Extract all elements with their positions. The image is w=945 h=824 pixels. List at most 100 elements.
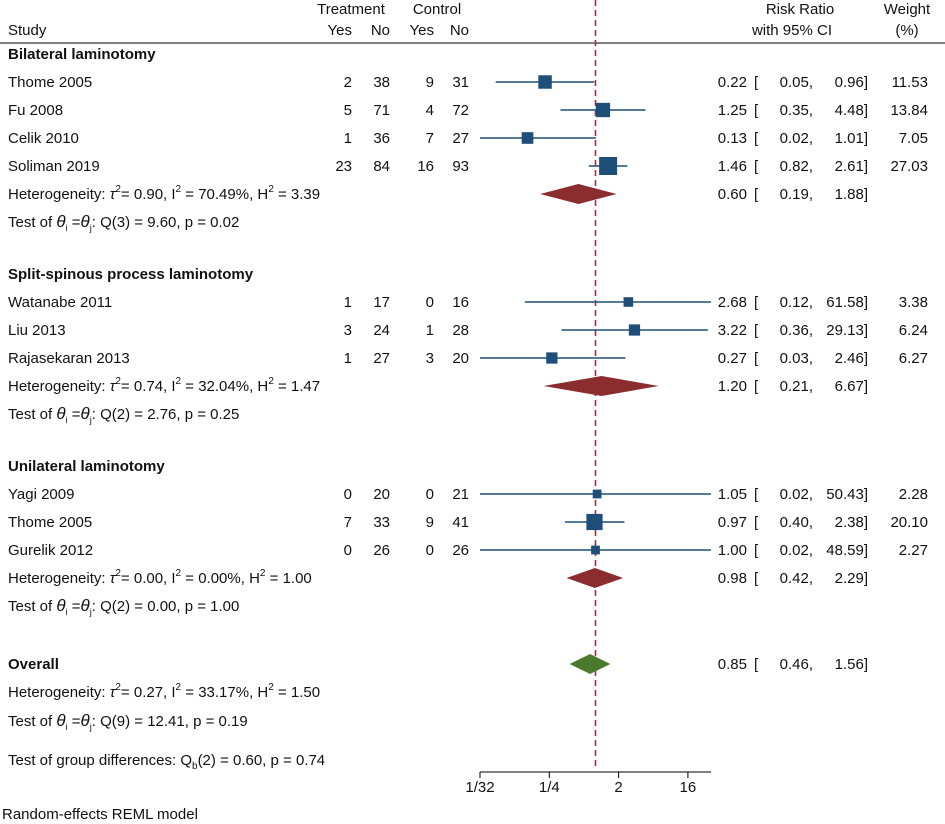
group-1-theta-i: θ [56,212,66,231]
group-3-study-1-control-no: 21 [452,486,469,503]
group-1-het-i2: = 70.49%, H [181,186,268,203]
header-ci: with 95% CI [751,22,832,39]
group-2-study-3-rr-value: 0.27 [718,350,747,367]
group-2-study-2-control-no: 28 [452,322,469,339]
overall-theta-j: θ [81,711,91,730]
group-1-pooled-ci-open: [ [754,186,759,203]
group-3-eq: = [68,598,81,615]
header-weight-unit: (%) [895,22,918,39]
group-1-study-4-ci-lower: 0.82, [780,158,813,175]
group-2-het-i2: = 32.04%, H [181,378,268,395]
group-2-study-1-ci-lower: 0.12, [780,294,813,311]
group-2-study-1-point-marker [623,297,634,307]
group-1-study-3-name: Celik 2010 [8,130,79,147]
overall-tau-sup: 2 [115,682,121,693]
group-3-study-2-name: Thome 2005 [8,514,92,531]
group-2-study-3-weight: 6.27 [899,350,928,367]
group-1-study-3-ci-lower: 0.02, [780,130,813,147]
group-2-eq: = [68,406,81,423]
group-1-study-1-weight: 11.53 [892,74,928,91]
group-1-study-2-point-marker [595,102,611,118]
x-tick-label-4: 16 [680,779,697,796]
group-1-study-2-treatment-no: 71 [373,102,390,119]
overall-i2-sup: 2 [176,682,182,693]
group-3-study-1-point-marker [592,489,602,499]
group-2-h2-sup: 2 [268,376,274,387]
x-tick-label-3: 2 [614,779,622,796]
overall-het-i2: = 33.17%, H [181,684,268,701]
group-2-study-3-name: Rajasekaran 2013 [8,350,130,367]
group-1-study-1-point-marker [538,75,552,89]
group-1-study-4-ci-upper: 2.61] [835,158,868,175]
group-3-study-1-ci-open: [ [754,486,759,503]
group-1-study-4-ci-open: [ [754,158,759,175]
group-1-study-1-control-no: 31 [452,74,469,91]
group-1-title: Bilateral laminotomy [8,46,156,63]
header-risk-ratio: Risk Ratio [766,1,834,18]
group-test-stat: (2) = 0.60, p = 0.74 [198,752,326,769]
group-3-pooled-ci-open: [ [754,570,759,587]
group-2-study-1-control-yes: 0 [426,294,434,311]
overall-sub-j: j [89,722,92,732]
group-1-study-1-treatment-no: 38 [373,74,390,91]
group-3-study-3-ci-open: [ [754,542,759,559]
group-1-tau: τ [110,186,117,203]
group-2-title: Split-spinous process laminotomy [8,266,254,283]
group-1-study-4-control-yes: 16 [417,158,434,175]
group-1-study-1-ci-lower: 0.05, [780,74,813,91]
group-3-sub-j: j [89,607,92,617]
group-2-study-2-ci-lower: 0.36, [780,322,813,339]
group-2-study-2-name: Liu 2013 [8,322,66,339]
group-1-study-1-control-yes: 9 [426,74,434,91]
group-2-study-1-name: Watanabe 2011 [8,294,112,311]
group-2-study-2-ci-open: [ [754,322,759,339]
overall-h2-sup: 2 [268,682,274,693]
group-1-study-1-name: Thome 2005 [8,74,92,91]
group-3-study-2-treatment-no: 33 [373,514,390,531]
group-3-test: Test of θi =θj: Q(2) = 0.00, p = 1.00 [8,596,239,617]
group-3-study-2-control-yes: 9 [426,514,434,531]
footnote-model: Random-effects REML model [2,806,198,823]
group-2-study-1-treatment-no: 17 [373,294,390,311]
group-1-study-2-rr-value: 1.25 [718,102,747,119]
group-3-study-1-treatment-no: 20 [373,486,390,503]
group-1-study-1-rr-value: 0.22 [718,74,747,91]
group-2-pooled-ci-lower: 0.21, [780,378,813,395]
group-1-study-4-rr-value: 1.46 [718,158,747,175]
group-3-title: Unilateral laminotomy [8,458,165,475]
group-2-sub-i: i [66,415,68,425]
group-test-sub: b [192,761,198,772]
overall-eq: = [68,713,81,730]
group-3-test-stat: : Q(2) = 0.00, p = 1.00 [92,598,240,615]
group-2-het-h2: = 1.47 [274,378,320,395]
overall-ci-upper: 1.56] [835,656,868,673]
group-1-eq: = [68,214,81,231]
group-3-h2-sup: 2 [260,568,266,579]
group-2-i2-sup: 2 [176,376,182,387]
group-2-study-3-control-no: 20 [452,350,469,367]
group-3-study-2-point-marker [586,513,603,531]
header-control: Control [413,1,461,18]
group-2-tau: τ [110,378,117,395]
group-1-study-1-treatment-yes: 2 [344,74,352,91]
group-1-study-3-control-no: 27 [452,130,469,147]
group-1-study-2-ci-lower: 0.35, [780,102,813,119]
overall-sub-i: i [66,722,68,732]
group-2-test: Test of θi =θj: Q(2) = 2.76, p = 0.25 [8,404,239,425]
group-1-study-3-weight: 7.05 [899,130,928,147]
group-test-label: Test of group differences: Q [8,752,192,769]
group-3-het-h2: = 1.00 [265,570,311,587]
group-3-study-2-rr-value: 0.97 [718,514,747,531]
group-3-study-3-treatment-no: 26 [373,542,390,559]
group-2-study-2-rr-value: 3.22 [718,322,747,339]
group-1-test-stat: : Q(3) = 9.60, p = 0.02 [92,214,240,231]
group-2-study-1-control-no: 16 [452,294,469,311]
group-2-study-2-treatment-no: 24 [373,322,390,339]
group-3-study-3-ci-upper: 48.59] [826,542,868,559]
group-1-study-2-ci-upper: 4.48] [835,102,868,119]
group-2-study-2-control-yes: 1 [426,322,434,339]
overall-het-tau2: = 0.27, I [121,684,176,701]
group-2-study-3-ci-upper: 2.46] [835,350,868,367]
group-2-study-3-treatment-yes: 1 [344,350,352,367]
